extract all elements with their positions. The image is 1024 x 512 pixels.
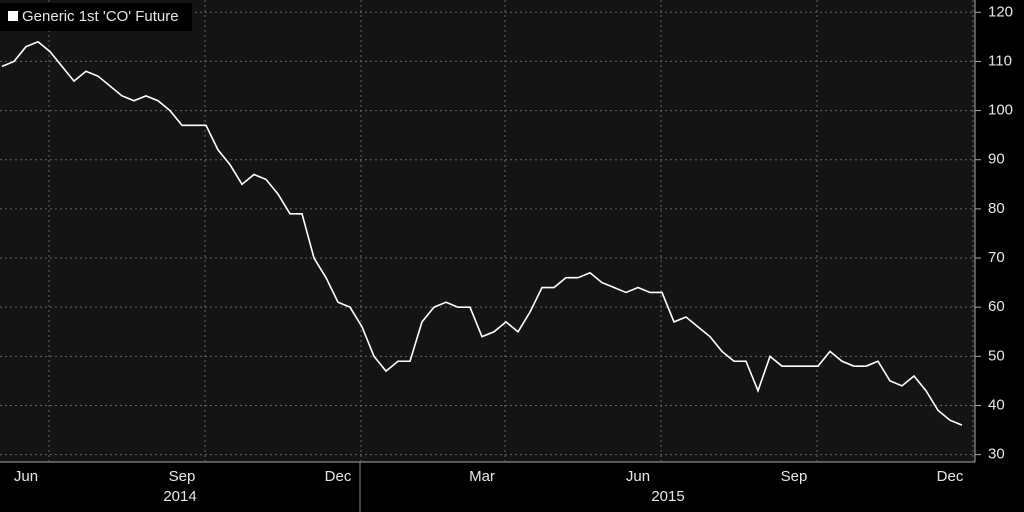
legend-swatch (8, 11, 18, 21)
x-tick-label: Jun (626, 468, 650, 485)
x-tick-label: Sep (169, 468, 196, 485)
y-tick-label: 100 (988, 102, 1013, 119)
y-tick-label: 60 (988, 298, 1005, 315)
x-tick-label: Sep (781, 468, 808, 485)
y-tick-label: 90 (988, 151, 1005, 168)
year-label: 2014 (163, 488, 196, 505)
y-tick-label: 30 (988, 446, 1005, 463)
y-tick-label: 40 (988, 396, 1005, 413)
plot-area (0, 0, 975, 462)
x-tick-label: Dec (937, 468, 964, 485)
price-line (1, 40, 963, 426)
y-tick-label: 110 (988, 52, 1012, 69)
x-tick-label: Dec (325, 468, 352, 485)
x-tick-label: Jun (14, 468, 38, 485)
legend-label: Generic 1st 'CO' Future (22, 8, 179, 25)
year-label: 2015 (651, 488, 684, 505)
y-tick-label: 80 (988, 200, 1005, 217)
x-tick-label: Mar (469, 468, 495, 485)
y-tick-label: 70 (988, 249, 1005, 266)
legend (0, 3, 192, 31)
y-tick-label: 50 (988, 347, 1005, 364)
y-tick-label: 120 (988, 3, 1013, 20)
